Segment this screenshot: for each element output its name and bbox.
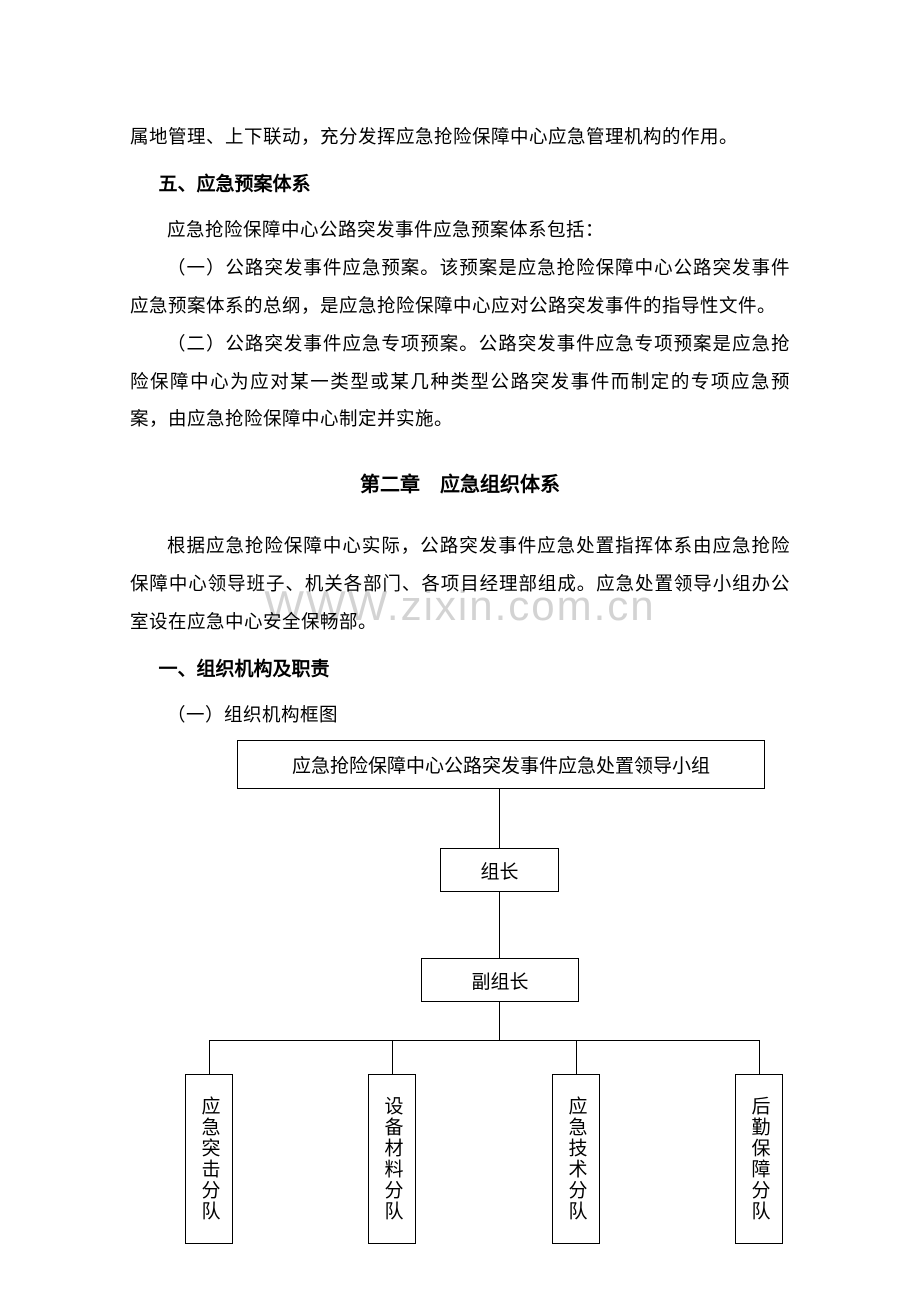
org-chart: 应急抢险保障中心公路突发事件应急处置领导小组组长副组长应急突击分队 设备材料分队 应… <box>185 740 793 1240</box>
chart-edge <box>392 1040 393 1074</box>
paragraph-continuation: 属地管理、上下联动，充分发挥应急抢险保障中心应急管理机构的作用。 <box>130 120 790 158</box>
section-heading-5: 五、应急预案体系 <box>130 166 790 205</box>
subsection-1: （一）组织机构框图 <box>130 698 790 736</box>
section-heading-1: 一、组织机构及职责 <box>130 651 790 690</box>
chart-node-team4: 后勤保障分队 <box>735 1074 783 1244</box>
paragraph-intro: 应急抢险保障中心公路突发事件应急预案体系包括： <box>130 213 790 251</box>
chart-node-label: 后勤保障分队 <box>750 1096 769 1222</box>
chart-edge <box>759 1040 760 1074</box>
chart-node-label: 应急突击分队 <box>200 1096 219 1222</box>
chart-edge <box>209 1040 760 1041</box>
paragraph-item-1: （一）公路突发事件应急预案。该预案是应急抢险保障中心公路突发事件应急预案体系的总… <box>130 251 790 327</box>
chart-edge <box>499 789 500 848</box>
chart-node-team1: 应急突击分队 <box>185 1074 233 1244</box>
chart-node-label: 设备材料分队 <box>383 1096 402 1222</box>
chart-node-team3: 应急技术分队 <box>552 1074 600 1244</box>
chart-node-label: 应急技术分队 <box>567 1096 586 1222</box>
document-content: 属地管理、上下联动，充分发挥应急抢险保障中心应急管理机构的作用。 五、应急预案体… <box>130 120 790 1240</box>
chart-edge <box>209 1040 210 1074</box>
chart-node-leader: 组长 <box>440 848 559 892</box>
chart-node-top: 应急抢险保障中心公路突发事件应急处置领导小组 <box>237 740 765 789</box>
chart-node-deputy: 副组长 <box>421 958 579 1002</box>
chapter-2-title: 第二章 应急组织体系 <box>130 468 790 497</box>
paragraph-item-2: （二）公路突发事件应急专项预案。公路突发事件应急专项预案是应急抢险保障中心为应对… <box>130 327 790 441</box>
chart-node-team2: 设备材料分队 <box>368 1074 416 1244</box>
chart-edge <box>499 1002 500 1040</box>
chart-edge <box>499 892 500 958</box>
chart-edge <box>576 1040 577 1074</box>
chapter-2-intro: 根据应急抢险保障中心实际，公路突发事件应急处置指挥体系由应急抢险保障中心领导班子… <box>130 529 790 643</box>
